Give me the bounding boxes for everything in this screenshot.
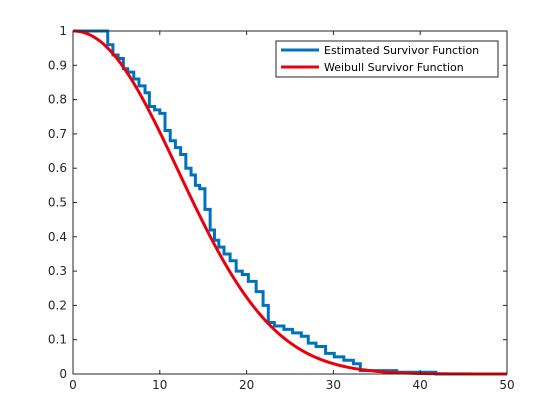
y-tick-label: 0.5 — [48, 196, 67, 210]
legend: Estimated Survivor Function Weibull Surv… — [275, 40, 499, 78]
y-tick-label: 0.4 — [48, 230, 67, 244]
x-tick-label: 30 — [326, 378, 341, 392]
legend-label-weibull: Weibull Survivor Function — [324, 61, 464, 74]
y-tick-label: 1 — [59, 24, 67, 38]
y-tick-label: 0.8 — [48, 93, 67, 107]
legend-label-estimated: Estimated Survivor Function — [324, 44, 479, 57]
y-tick-label: 0.2 — [48, 298, 67, 312]
x-tick-label: 20 — [239, 378, 254, 392]
legend-box — [275, 40, 499, 78]
x-tick-label: 50 — [499, 378, 514, 392]
axis-ticks: 0 10 20 30 40 50 0 0.1 0.2 0.3 0.4 0.5 0.6 0.7 0.8 0.9 1 — [48, 24, 515, 392]
y-tick-label: 0.3 — [48, 264, 67, 278]
estimated-survivor-line — [73, 29, 507, 376]
y-tick-label: 0.7 — [48, 127, 67, 141]
y-tick-label: 0.9 — [48, 58, 67, 72]
x-tick-label: 40 — [413, 378, 428, 392]
y-tick-label: 0 — [59, 367, 67, 381]
plot-frame — [72, 30, 508, 375]
x-tick-label: 10 — [152, 378, 167, 392]
y-tick-label: 0.6 — [48, 161, 67, 175]
x-tick-label: 0 — [69, 378, 77, 392]
y-tick-label: 0.1 — [48, 333, 67, 347]
